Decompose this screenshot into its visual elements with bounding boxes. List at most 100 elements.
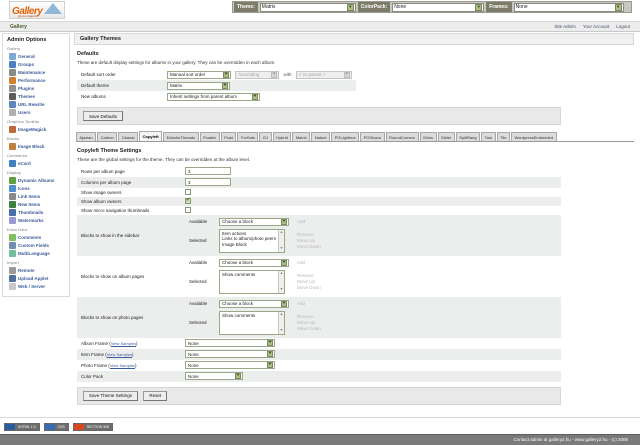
cols-per-page-input[interactable]: 3	[185, 178, 231, 186]
remove-block-button[interactable]: Remove	[297, 272, 314, 278]
topnav-link-logout[interactable]: Logout	[616, 24, 630, 29]
save-theme-settings-button[interactable]: Save Theme Settings	[83, 390, 138, 401]
listbox-scrollbar[interactable]: ▲ ▼	[278, 311, 284, 334]
move-down-button[interactable]: Move Down	[297, 284, 321, 290]
tab-slider[interactable]: Slider	[437, 132, 455, 141]
selected-blocks-list[interactable]: Show comments ▲ ▼	[219, 310, 285, 335]
default-sort-order-select[interactable]: Manual sort order ▼	[167, 70, 231, 79]
view-samples-link[interactable]: View Samples	[110, 340, 137, 346]
sidebar-item-watermarks[interactable]: Watermarks	[6, 216, 66, 224]
tab-g1[interactable]: G1	[259, 132, 272, 141]
sidebar-item-general[interactable]: General	[6, 52, 66, 60]
tab-floatrix[interactable]: Floatrix	[199, 132, 220, 141]
tab-wordpressembedded[interactable]: WordpressEmbedded	[510, 132, 557, 141]
tab-tam[interactable]: Tam	[481, 132, 496, 141]
sidebar-item-new-items[interactable]: New Items	[6, 200, 66, 208]
view-samples-link[interactable]: View Samples	[106, 351, 133, 357]
topnav-link-site-admin[interactable]: Site Admin	[554, 24, 576, 29]
sidebar-item-plugins[interactable]: Plugins	[6, 84, 66, 92]
sidebar-item-icons[interactable]: Icons	[6, 184, 66, 192]
tab-nature[interactable]: Nature	[311, 132, 331, 141]
sidebar-item-performance[interactable]: Performance	[6, 76, 66, 84]
frame-select[interactable]: None ▼	[185, 361, 275, 369]
theme-select[interactable]: Matrix ▼	[259, 2, 356, 12]
sidebar-item-users[interactable]: Users	[6, 108, 66, 116]
tab-forsale[interactable]: ForSale	[237, 132, 259, 141]
sidebar-item-image-block[interactable]: Image Block	[6, 142, 66, 150]
selected-block-item[interactable]: Links to album/photo peers	[222, 236, 277, 241]
selected-block-item[interactable]: Image Block	[222, 241, 247, 247]
sidebar-item-multilanguage[interactable]: MultiLanguage	[6, 249, 66, 257]
sort-direction-select[interactable]: Ascending ▼	[235, 70, 280, 79]
colorpack-select[interactable]: None ▼	[392, 2, 485, 12]
move-down-button[interactable]: Move Down	[297, 243, 321, 249]
selected-blocks-list[interactable]: Item actions Links to album/photo peers Im…	[219, 228, 285, 253]
remove-block-button[interactable]: Remove	[297, 313, 314, 319]
tab-matrix[interactable]: Matrix	[292, 132, 311, 141]
sidebar-item-remote[interactable]: Remote	[6, 266, 66, 274]
listbox-scrollbar[interactable]: ▲ ▼	[278, 270, 284, 293]
add-block-button[interactable]: Add	[297, 218, 306, 224]
validation-badge[interactable]: XHTML 1.0	[4, 423, 40, 431]
sidebar-item-imagemagick[interactable]: ImageMagick	[6, 125, 66, 133]
sidebar-item-ecard[interactable]: eCard	[6, 159, 66, 167]
validation-badge[interactable]: SECTION 508	[72, 423, 114, 431]
tab-sirius[interactable]: Sirius	[419, 132, 437, 141]
frame-select[interactable]: None ▼	[185, 350, 275, 358]
selected-blocks-list[interactable]: Show comments ▲ ▼	[219, 269, 285, 294]
new-albums-select[interactable]: Inherit settings from parent album ▼	[167, 92, 260, 101]
selected-block-item[interactable]: Show comments	[222, 271, 256, 277]
sidebar-item-upload-applet[interactable]: Upload Applet	[6, 274, 66, 282]
add-block-button[interactable]: Add	[297, 300, 306, 306]
selected-block-item[interactable]: Show comments	[222, 312, 256, 318]
move-up-button[interactable]: Move Up	[297, 237, 316, 243]
preset-select[interactable]: < no preset > ▼	[295, 70, 352, 79]
frame-select[interactable]: None ▼	[185, 339, 275, 347]
available-block-select[interactable]: Choose a block ▼	[219, 299, 289, 308]
sidebar-item-groups[interactable]: Groups	[6, 60, 66, 68]
tab-ajaxian[interactable]: Ajaxian	[76, 132, 97, 141]
reset-button[interactable]: Reset	[143, 390, 168, 401]
view-samples-link[interactable]: View Samples	[109, 362, 136, 368]
remove-block-button[interactable]: Remove	[297, 231, 314, 237]
tab-roundcorners[interactable]: RoundCorners	[385, 132, 419, 141]
sidebar-item-thumbnails[interactable]: Thumbnails	[6, 208, 66, 216]
listbox-scrollbar[interactable]: ▲ ▼	[278, 229, 284, 252]
sidebar-item-url-rewrite[interactable]: URL Rewrite	[6, 100, 66, 108]
tab-pgshano[interactable]: PGShano	[360, 132, 385, 141]
tab-carbon[interactable]: Carbon	[97, 132, 118, 141]
save-defaults-button[interactable]: Save Defaults	[83, 111, 124, 121]
sidebar-item-dynamic-albums[interactable]: Dynamic Albums	[6, 176, 66, 184]
tab-fluid[interactable]: Fluid	[220, 132, 237, 141]
tab-pglightbox[interactable]: PGLightbox	[331, 132, 360, 141]
tab-splitrang[interactable]: SplitRang	[455, 132, 481, 141]
add-block-button[interactable]: Add	[297, 259, 306, 265]
move-up-button[interactable]: Move Up	[297, 319, 316, 325]
sidebar-item-themes[interactable]: Themes	[6, 92, 66, 100]
tab-hybrid[interactable]: Hybrid	[272, 132, 292, 141]
show-micro-nav-checkbox[interactable]	[185, 207, 191, 213]
gallery-logo[interactable]: Gallery photo organizer	[9, 1, 65, 19]
default-theme-select[interactable]: Matrix ▼	[167, 81, 230, 90]
available-block-select[interactable]: Choose a block ▼	[219, 217, 289, 226]
frames-select[interactable]: None ▼	[513, 2, 624, 12]
sidebar-item-custom-fields[interactable]: Custom Fields	[6, 241, 66, 249]
move-up-button[interactable]: Move Up	[297, 278, 316, 284]
selected-block-item[interactable]: Item actions	[222, 230, 247, 236]
tab-copyleft[interactable]: Copyleft	[139, 131, 163, 141]
tab-eclecticthreads[interactable]: EclecticThreads	[163, 132, 199, 141]
show-album-owners-checkbox[interactable]	[185, 198, 191, 204]
move-down-button[interactable]: Move Down	[297, 325, 321, 331]
validation-badge[interactable]: CSS	[43, 423, 69, 431]
sidebar-item-web-server[interactable]: Web / Server	[6, 282, 66, 290]
available-block-select[interactable]: Choose a block ▼	[219, 258, 289, 267]
rows-per-page-input[interactable]: 3	[185, 167, 231, 175]
tab-tile[interactable]: Tile	[496, 132, 510, 141]
sidebar-item-link-items[interactable]: Link Items	[6, 192, 66, 200]
sidebar-item-maintenance[interactable]: Maintenance	[6, 68, 66, 76]
show-image-owners-checkbox[interactable]	[185, 189, 191, 195]
sidebar-item-comments[interactable]: Comments	[6, 233, 66, 241]
color-pack-select[interactable]: None ▼	[185, 372, 243, 380]
topnav-link-your-account[interactable]: Your Account	[582, 24, 610, 29]
tab-classic[interactable]: Classic	[118, 132, 139, 141]
